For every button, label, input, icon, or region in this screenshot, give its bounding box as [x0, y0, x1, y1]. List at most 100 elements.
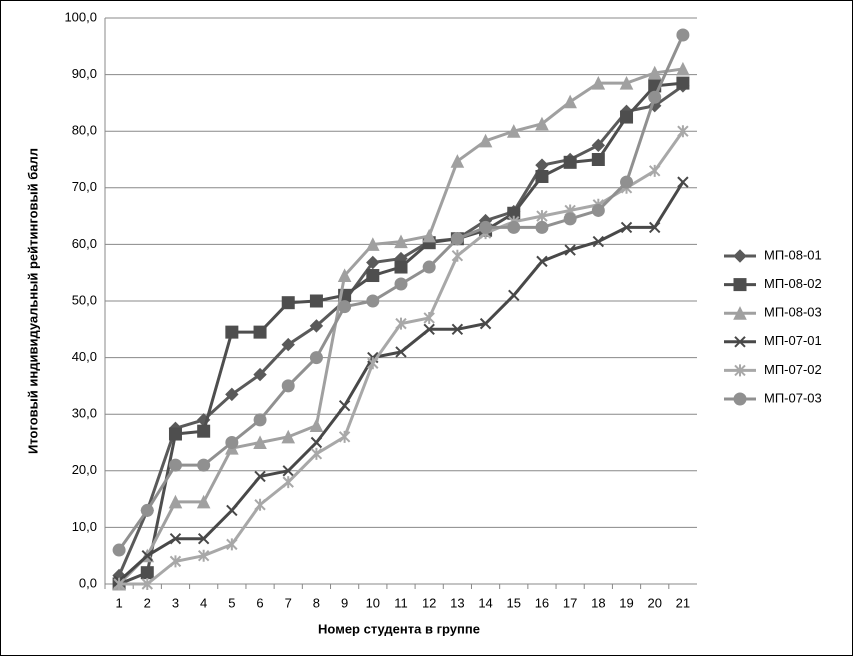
data-point	[168, 427, 182, 441]
data-point	[422, 228, 436, 243]
legend-label: МП-07-01	[764, 333, 822, 348]
x-tick-label: 10	[366, 595, 380, 610]
data-point	[366, 269, 380, 283]
y-tick-label: 50,0	[72, 292, 97, 307]
data-point	[253, 367, 267, 382]
data-point	[338, 430, 351, 443]
legend-marker	[734, 364, 746, 377]
data-point	[112, 543, 126, 557]
data-point	[253, 413, 267, 427]
y-tick-label: 60,0	[72, 236, 97, 251]
data-point	[620, 175, 634, 189]
data-point	[281, 429, 296, 444]
data-point	[226, 538, 238, 551]
legend-marker	[733, 278, 747, 292]
legend-label: МП-08-02	[764, 276, 822, 291]
x-tick-label: 11	[394, 595, 408, 610]
x-tick-label: 19	[619, 595, 633, 610]
data-point	[479, 317, 492, 330]
data-point	[676, 76, 690, 90]
data-point	[168, 494, 183, 509]
x-tick-label: 12	[422, 595, 436, 610]
data-point	[394, 277, 408, 291]
x-tick-label: 20	[647, 595, 661, 610]
data-point	[141, 549, 153, 562]
data-point	[592, 235, 605, 248]
data-point	[591, 203, 605, 217]
data-point	[563, 94, 577, 109]
x-tick-label: 13	[450, 595, 464, 610]
data-point	[168, 458, 182, 472]
data-point	[676, 28, 690, 42]
data-point	[196, 494, 211, 509]
data-point	[394, 260, 408, 274]
y-tick-label: 10,0	[72, 519, 97, 534]
legend-marker	[733, 306, 747, 320]
x-tick-label: 4	[200, 595, 207, 610]
data-point	[591, 75, 606, 90]
data-point	[281, 337, 295, 352]
data-point	[282, 476, 294, 489]
data-point	[197, 549, 210, 562]
x-tick-label: 6	[256, 595, 263, 610]
data-point	[309, 319, 324, 333]
data-point	[451, 249, 464, 262]
legend-label: МП-08-01	[764, 247, 822, 262]
x-tick-label: 15	[507, 595, 521, 610]
data-point	[450, 232, 464, 246]
data-point	[535, 169, 549, 183]
data-point	[366, 294, 380, 308]
data-point	[140, 503, 154, 517]
data-point	[282, 465, 294, 477]
x-axis-title: Номер студента в группе	[318, 621, 480, 636]
data-point	[507, 220, 521, 234]
data-point	[225, 325, 239, 339]
data-point	[619, 75, 634, 90]
data-point	[506, 124, 521, 138]
legend-label: МП-07-02	[764, 362, 822, 377]
data-point	[564, 244, 576, 256]
data-point	[395, 346, 407, 358]
y-tick-label: 90,0	[72, 66, 97, 81]
x-tick-label: 17	[563, 595, 577, 610]
data-point	[451, 323, 464, 336]
data-point	[536, 210, 548, 223]
legend-label: МП-07-03	[764, 390, 822, 405]
data-point	[197, 424, 211, 438]
data-point	[563, 212, 577, 226]
data-point	[169, 555, 182, 568]
x-tick-label: 14	[478, 595, 492, 610]
x-tick-label: 7	[285, 595, 292, 610]
data-point	[676, 61, 690, 76]
x-tick-label: 2	[144, 595, 151, 610]
data-point	[310, 436, 323, 449]
data-point	[366, 237, 380, 251]
y-tick-label: 0,0	[79, 575, 97, 590]
data-point	[338, 400, 351, 412]
data-point	[536, 255, 548, 268]
data-point	[309, 294, 323, 308]
data-point	[226, 504, 238, 517]
data-point	[478, 133, 493, 148]
y-tick-label: 30,0	[72, 406, 97, 421]
data-point	[423, 311, 435, 324]
data-point	[620, 110, 634, 124]
data-point	[591, 153, 605, 166]
legend-marker	[733, 249, 747, 263]
y-tick-label: 80,0	[72, 123, 97, 138]
data-point	[225, 387, 239, 402]
data-point	[367, 357, 379, 370]
x-tick-label: 8	[313, 595, 320, 610]
data-point	[254, 498, 266, 511]
x-tick-label: 5	[228, 595, 235, 610]
data-point	[563, 155, 577, 169]
data-point	[254, 470, 266, 483]
data-point	[140, 566, 154, 580]
data-point	[648, 90, 662, 104]
data-point	[225, 436, 239, 449]
data-point	[649, 164, 661, 177]
data-point	[423, 323, 435, 336]
legend-marker	[734, 336, 746, 348]
data-point	[677, 125, 689, 138]
data-point	[647, 65, 662, 80]
